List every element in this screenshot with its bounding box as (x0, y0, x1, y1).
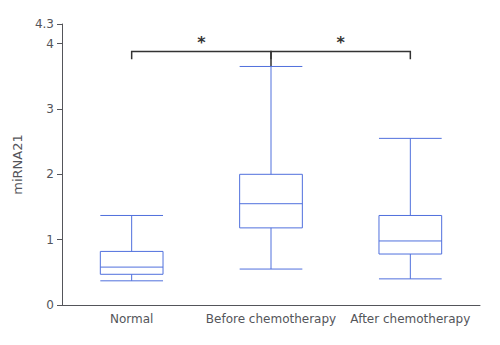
svg-text:0: 0 (46, 298, 54, 312)
svg-text:1: 1 (46, 233, 54, 247)
svg-text:After chemotherapy: After chemotherapy (350, 312, 470, 326)
svg-text:3: 3 (46, 102, 54, 116)
svg-text:*: * (197, 33, 206, 52)
svg-text:4.3: 4.3 (35, 17, 54, 31)
svg-text:miRNA21: miRNA21 (10, 134, 25, 194)
svg-text:2: 2 (46, 167, 54, 181)
svg-text:4: 4 (46, 37, 54, 51)
svg-text:*: * (336, 33, 345, 52)
svg-text:Normal: Normal (110, 312, 153, 326)
svg-text:Before chemotherapy: Before chemotherapy (206, 312, 336, 326)
